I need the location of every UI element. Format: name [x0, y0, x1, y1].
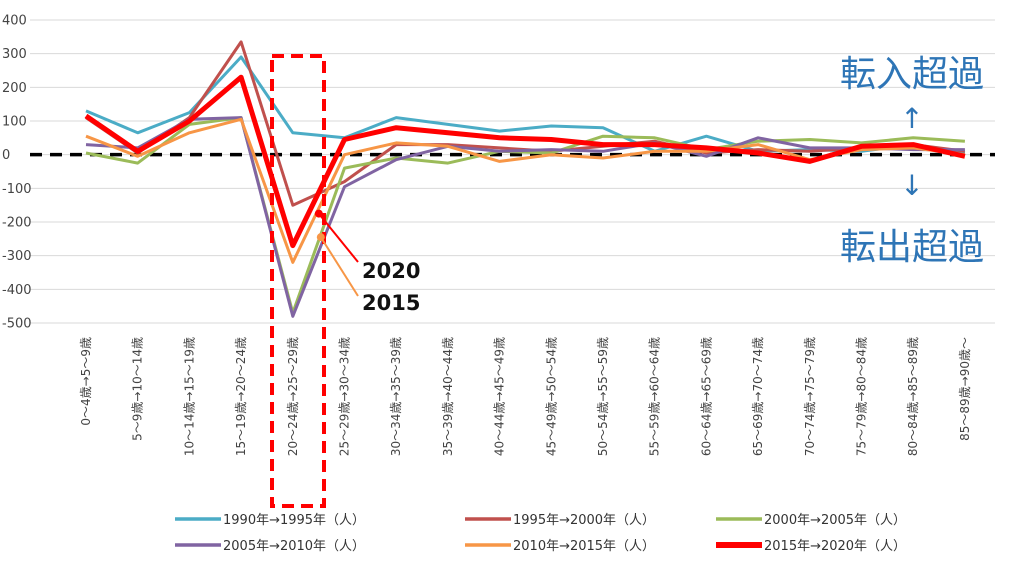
- y-tick-label: -500: [2, 317, 32, 332]
- callout-2015-leader: [319, 236, 359, 297]
- legend-label: 2010年→2015年（人）: [513, 539, 655, 554]
- y-tick-label: 200: [2, 81, 27, 96]
- y-axis: 400 300 200 100 0 -100 -200 -300 -400 -500: [2, 14, 32, 332]
- legend-label: 2005年→2010年（人）: [223, 539, 365, 554]
- x-tick-label: 80～84歳→85～89歳: [906, 337, 920, 456]
- legend-label: 1990年→1995年（人）: [223, 513, 365, 528]
- x-tick-label: 15～19歳→20～24歳: [234, 337, 248, 456]
- x-tick-label: 35～39歳→40～44歳: [441, 337, 455, 456]
- series-line-6: [84, 74, 966, 249]
- x-tick-label: 55～59歳→60～64歳: [648, 337, 662, 456]
- highlight-box-20-24: [270, 54, 326, 508]
- y-tick-label: -400: [2, 283, 32, 298]
- callout-2020: 2020: [314, 209, 420, 283]
- legend-label: 2000年→2005年（人）: [764, 513, 906, 528]
- transfer-in-excess-label: 転入超過: [840, 54, 984, 95]
- transfer-out-excess-label: 転出超過: [840, 227, 984, 268]
- y-tick-label: 100: [2, 115, 27, 130]
- x-tick-label: 0～4歳→5～9歳: [79, 337, 93, 426]
- legend-label: 1995年→2000年（人）: [513, 513, 655, 528]
- x-tick-label: 25～29歳→30～34歳: [338, 337, 352, 456]
- y-tick-label: 300: [2, 47, 27, 62]
- series-lines: [84, 40, 966, 318]
- callout-2015: 2015: [316, 233, 420, 315]
- legend-label: 2015年→2020年（人）: [764, 539, 906, 554]
- x-tick-label: 50～54歳→55～59歳: [596, 337, 610, 456]
- x-tick-label: 65～69歳→70～74歳: [751, 337, 765, 456]
- callout-2015-label: 2015: [362, 291, 420, 315]
- y-tick-label: -100: [2, 182, 32, 197]
- arrow-down-icon: ↓: [900, 169, 923, 202]
- x-tick-label: 20～24歳→25～29歳: [286, 337, 300, 456]
- x-tick-label: 60～64歳→65～69歳: [699, 337, 713, 456]
- x-tick-label: 30～34歳→35～39歳: [389, 337, 403, 456]
- y-tick-label: -300: [2, 249, 32, 264]
- x-tick-label: 45～49歳→50～54歳: [544, 337, 558, 456]
- x-axis: 0～4歳→5～9歳 5～9歳→10～14歳 10～14歳→15～19歳 15～19歳→…: [79, 337, 972, 456]
- x-tick-label: 70～74歳→75～79歳: [803, 337, 817, 456]
- series-line-2: [85, 40, 966, 207]
- callout-2020-leader: [318, 212, 359, 263]
- y-tick-label: 0: [2, 148, 10, 163]
- callout-2020-label: 2020: [362, 259, 420, 283]
- y-tick-label: 400: [2, 14, 27, 29]
- series-line-4: [85, 116, 965, 318]
- x-tick-label: 40～44歳→45～49歳: [493, 337, 507, 456]
- x-tick-label: 85～89歳→90歳～: [958, 337, 972, 441]
- x-tick-label: 5～9歳→10～14歳: [131, 337, 145, 441]
- legend: 1990年→1995年（人） 1995年→2000年（人） 2000年→2005年（…: [175, 513, 906, 554]
- x-tick-label: 10～14歳→15～19歳: [182, 337, 196, 456]
- y-tick-label: -200: [2, 216, 32, 231]
- arrow-up-icon: ↑: [900, 102, 923, 135]
- x-tick-label: 75～79歳→80～84歳: [855, 337, 869, 456]
